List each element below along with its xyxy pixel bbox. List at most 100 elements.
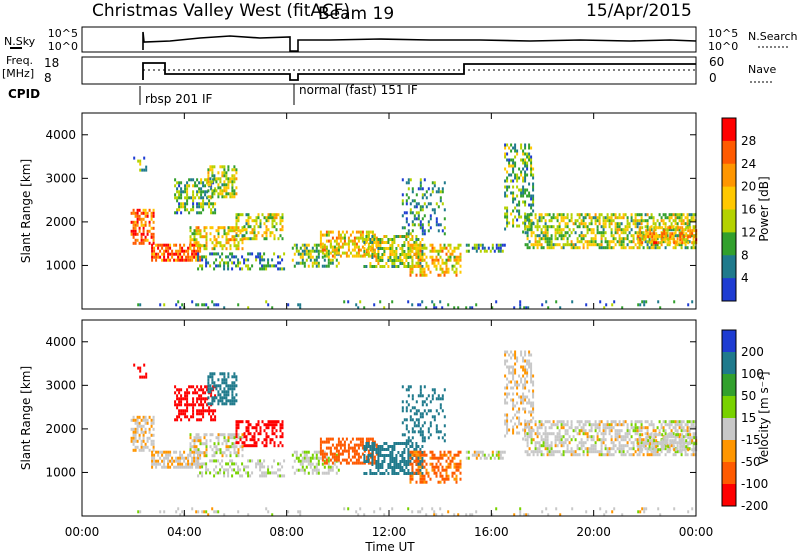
velocity-cell [689, 436, 692, 440]
velocity-cell [249, 444, 252, 448]
velocity-cell [365, 437, 368, 441]
velocity-cell [180, 394, 183, 398]
velocity-cell [233, 399, 236, 403]
velocity-cell [504, 398, 507, 402]
velocity-cell [508, 353, 511, 357]
power-cell [439, 223, 442, 227]
power-cell [139, 159, 142, 163]
power-cell [373, 241, 376, 244]
velocity-cell [401, 460, 404, 463]
velocity-cell [427, 471, 430, 475]
velocity-cell [582, 423, 585, 427]
power-cell [425, 255, 428, 259]
velocity-cell [323, 471, 326, 475]
power-cell [319, 230, 322, 234]
velocity-cell [233, 387, 236, 391]
velocity-cell [648, 423, 651, 427]
velocity-cell [385, 469, 388, 472]
velocity-cell [192, 391, 195, 395]
power-cell [130, 211, 133, 215]
velocity-cell [161, 465, 164, 469]
power-cell [361, 230, 364, 234]
power-cell [512, 200, 515, 204]
velocity-cell [134, 445, 137, 449]
freq-trace [142, 62, 696, 81]
velocity-cell [295, 453, 298, 457]
velocity-cell [636, 438, 639, 442]
velocity-cell [221, 451, 224, 455]
power-cell [273, 216, 276, 220]
power-cell [171, 249, 174, 253]
power-cell [321, 233, 324, 237]
power-cell [267, 219, 270, 223]
power-cell [449, 258, 452, 262]
power-cell [217, 235, 220, 239]
power-cell [150, 235, 153, 239]
velocity-cell [421, 436, 424, 440]
velocity-cell [580, 444, 583, 448]
velocity-cell [192, 415, 195, 419]
velocity-cell [512, 425, 515, 429]
velocity-cell [560, 420, 563, 424]
power-cell [175, 258, 178, 262]
velocity-cell [391, 445, 394, 448]
power-cell [683, 241, 686, 245]
power-cell [245, 237, 248, 241]
velocity-cell [183, 450, 186, 454]
velocity-cell [194, 403, 197, 407]
velocity-cell [325, 461, 328, 465]
ytick-label: 2000 [45, 215, 76, 229]
power-cell [689, 232, 692, 236]
velocity-cell [379, 445, 382, 448]
velocity-cell [206, 388, 209, 392]
power-cell [522, 176, 525, 180]
velocity-cell [429, 477, 432, 481]
power-cell [630, 219, 633, 223]
power-cell [487, 246, 490, 250]
power-cell [437, 187, 440, 191]
power-cell [419, 181, 422, 185]
power-cell [522, 158, 525, 162]
velocity-cell [243, 441, 246, 445]
power-cell [445, 246, 448, 250]
power-cell [301, 255, 304, 259]
power-cell [673, 238, 676, 242]
velocity-cell [610, 420, 613, 424]
power-cell [337, 236, 340, 240]
power-cell [644, 225, 647, 229]
velocity-cell [562, 435, 565, 439]
velocity-cell [205, 433, 208, 437]
velocity-cell [305, 450, 308, 454]
velocity-cell [183, 456, 186, 460]
velocity-cell [235, 451, 238, 455]
velocity-cell [534, 423, 537, 427]
power-cell [207, 306, 210, 310]
velocity-cell [175, 510, 178, 514]
power-cell [674, 246, 677, 250]
velocity-cell [626, 435, 629, 439]
power-cell [132, 235, 135, 239]
power-cell [325, 251, 328, 255]
power-cell [363, 254, 366, 258]
power-cell [530, 170, 533, 174]
power-cell [295, 249, 298, 253]
velocity-cell [231, 468, 234, 472]
power-cell [524, 227, 527, 231]
power-cell [148, 208, 151, 212]
velocity-cell [213, 399, 216, 403]
cpid-label: CPID [8, 87, 40, 101]
velocity-cell [205, 510, 208, 514]
velocity-cell [359, 437, 362, 441]
velocity-cell [640, 444, 643, 448]
power-cell [189, 235, 192, 239]
velocity-cell [534, 447, 537, 451]
power-cell [233, 165, 236, 169]
power-cell [457, 246, 460, 250]
power-cell [277, 261, 280, 265]
power-cell [650, 216, 653, 220]
power-cell [167, 246, 170, 250]
power-cell [223, 165, 226, 169]
power-cell [215, 177, 218, 181]
velocity-cell [227, 433, 230, 437]
velocity-cell [198, 418, 201, 422]
